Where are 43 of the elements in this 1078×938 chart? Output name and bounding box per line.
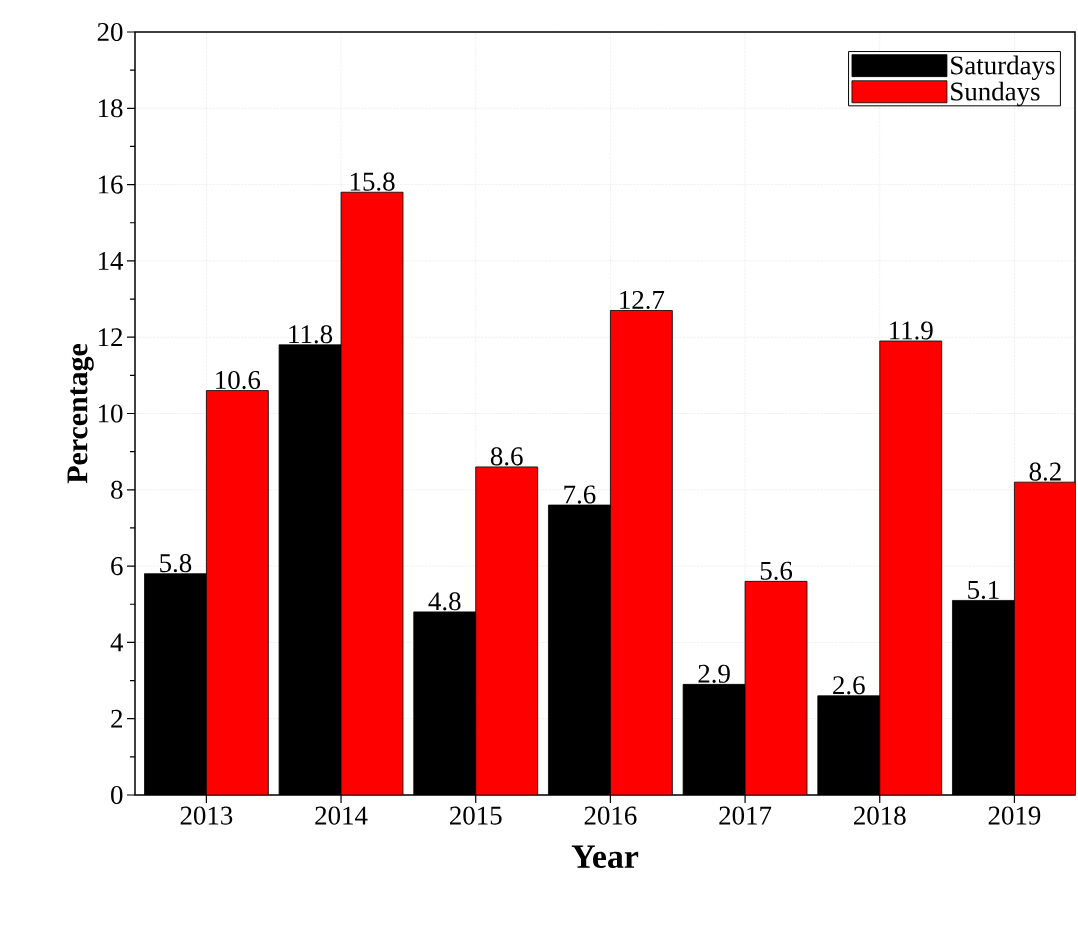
bar [879, 341, 942, 795]
bar [341, 192, 403, 795]
y-tick-label: 2 [111, 709, 122, 728]
y-tick-label: 16 [98, 175, 123, 194]
y-tick-label: 0 [111, 785, 123, 805]
data-label: 10.6 [216, 370, 261, 390]
y-tick-label: 6 [111, 557, 123, 576]
x-tick-label: 2013 [180, 806, 233, 825]
x-tick-label: 2017 [719, 806, 772, 825]
data-label: 7.6 [564, 485, 596, 504]
data-label: 15.8 [350, 172, 395, 191]
y-axis-title: Percentage [67, 343, 94, 484]
x-tick-label: 2019 [988, 806, 1041, 825]
x-tick-label: 2014 [315, 806, 368, 825]
x-tick-label: 2016 [584, 806, 637, 825]
data-label: 8.2 [1029, 462, 1061, 481]
data-label: 11.8 [289, 325, 333, 344]
y-tick-label: 12 [98, 328, 122, 347]
y-tick-label: 10 [98, 404, 123, 423]
data-label: 2.9 [698, 664, 730, 683]
data-label: 2.6 [833, 676, 865, 695]
data-label: 5.1 [968, 580, 999, 600]
x-tick-label: 2015 [450, 806, 502, 825]
data-label: 5.6 [760, 561, 793, 580]
bar [745, 581, 808, 795]
y-tick-label: 8 [111, 480, 123, 499]
x-tick-label: 2018 [854, 806, 906, 825]
bar [475, 466, 538, 795]
data-label: 4.8 [428, 592, 461, 611]
y-tick-label: 18 [98, 99, 123, 118]
bar [610, 310, 673, 795]
bar [206, 390, 269, 795]
y-tick-label: 4 [110, 633, 124, 652]
data-label: 11.9 [890, 321, 933, 340]
data-label: 5.8 [160, 554, 192, 573]
bar [1014, 481, 1076, 795]
x-axis-title: Year [571, 845, 639, 869]
data-label: 8.6 [490, 447, 523, 466]
data-label: 12.7 [620, 290, 665, 310]
legend-label: Saturdays [951, 55, 1055, 81]
legend-label: Sundays [951, 81, 1040, 107]
y-tick-label: 14 [98, 252, 124, 270]
y-tick-label: 20 [97, 22, 123, 42]
